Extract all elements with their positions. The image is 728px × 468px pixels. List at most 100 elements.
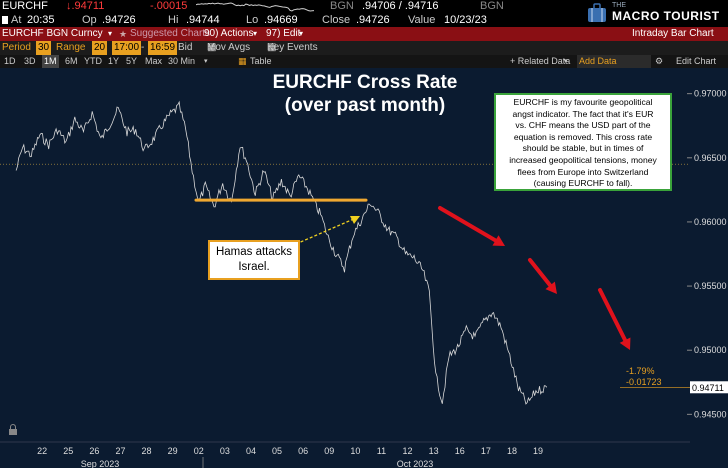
related-chevron-icon: ▾: [564, 58, 568, 65]
explanation-line: (causing EURCHF to fall).: [533, 178, 633, 189]
related-data-button[interactable]: + Related Data: [510, 56, 571, 66]
value-label: Value: [408, 14, 436, 26]
mov-avgs-label: Mov Avgs: [207, 42, 251, 53]
period-input[interactable]: 30: [36, 41, 52, 55]
price-series-line: [15, 100, 548, 405]
range-button-3d[interactable]: 3D: [24, 56, 36, 66]
chart-title: EURCHF Cross Rate (over past month): [270, 71, 460, 117]
lock-icon[interactable]: [9, 424, 17, 436]
suggested-charts-icon: ★: [119, 29, 128, 39]
price-chart: 0.97000 0.96500 0.96000 0.95500 0.95000 0.945…: [0, 89, 728, 468]
x-tick-label: 06: [298, 446, 308, 456]
pct-change: -1.79%: [626, 366, 655, 376]
table-button[interactable]: Table: [250, 56, 272, 66]
source-label: BGN: [330, 0, 354, 12]
explanation-line: angst indicator. The fact that it's EUR: [512, 108, 654, 119]
range-bar: 30 Min ▾ ▦ Table + Related Data ▾ Add Da…: [0, 55, 728, 68]
x-tick-label: 18: [507, 446, 517, 456]
abs-change: -0.01723: [626, 377, 662, 387]
dropdown-icon[interactable]: ▾: [108, 29, 113, 38]
hamas-callout: Hamas attacks Israel.: [208, 240, 300, 280]
x-tick-label: 11: [377, 446, 386, 456]
y-tick-label: 0.96000: [694, 217, 727, 227]
last-value-label: 0.94711: [692, 383, 724, 393]
low-value: .94669: [264, 14, 298, 26]
range-button-6m[interactable]: 6M: [65, 56, 78, 66]
y-tick-label: 0.94500: [694, 409, 727, 419]
controls-bar: Period 30 Range 20 17:00 - 16:59 Bid ▦ M…: [0, 41, 728, 55]
ticker-symbol[interactable]: EURCHF: [2, 0, 48, 12]
high-label: Hi: [168, 14, 179, 26]
stats-bar: At 20:35 Op .94726 Hi .94744 Lo .94669 C…: [0, 13, 728, 27]
x-tick-label: 16: [455, 446, 465, 456]
value-date: 10/23/23: [444, 14, 487, 26]
logo-name: MACRO TOURIST: [612, 9, 720, 23]
range-button-ytd[interactable]: YTD: [84, 56, 102, 66]
trend-arrow-3: [598, 288, 631, 350]
y-tick-label: 0.96500: [694, 153, 727, 163]
explanation-line: flees from Europe into Switzerland: [517, 166, 649, 177]
key-events-label: Key Events: [267, 42, 318, 53]
x-tick-label: 28: [142, 446, 152, 456]
range-input[interactable]: 20: [92, 41, 108, 55]
open-label: Op: [82, 14, 97, 26]
sparkline: [196, 2, 315, 12]
hamas-line1: Hamas attacks: [215, 246, 293, 258]
x-tick-label: 09: [324, 446, 334, 456]
settings-icon[interactable]: ⚙: [655, 56, 664, 66]
last-price: ↓.94711: [66, 0, 105, 12]
actions-menu[interactable]: 90) Actions: [204, 28, 254, 39]
low-label: Lo: [246, 14, 259, 26]
x-tick-label: 17: [481, 446, 491, 456]
suggested-charts-link[interactable]: Suggested Charts: [130, 28, 211, 39]
x-tick-label: 12: [403, 446, 413, 456]
range-button-5y[interactable]: 5Y: [126, 56, 138, 66]
y-tick-label: 0.95500: [694, 281, 727, 291]
logo-the: THE: [612, 2, 626, 9]
edit-menu[interactable]: 97) Edit: [266, 28, 301, 39]
x-tick-label: 02: [194, 446, 204, 456]
x-month-label: Oct 2023: [397, 459, 434, 468]
range-button-1y[interactable]: 1Y: [108, 56, 120, 66]
chart-title-line2: (over past month): [284, 95, 446, 116]
add-data-input[interactable]: Add Data: [577, 55, 651, 68]
macro-tourist-logo: THE MACRO TOURIST: [584, 0, 728, 27]
time-from-input[interactable]: 17:00: [112, 41, 142, 55]
range-button-max[interactable]: Max: [145, 56, 163, 66]
period-label: Period: [2, 42, 31, 53]
interval-select[interactable]: 30 Min: [168, 56, 196, 66]
x-tick-label: 19: [533, 446, 543, 456]
change-readout: -1.79% -0.01723: [626, 366, 662, 388]
bid-select[interactable]: Bid: [178, 42, 193, 53]
explanation-line: increased geopolitical tensions, money: [509, 154, 657, 165]
time-separator: -: [141, 42, 145, 53]
range-button-1m[interactable]: 1M: [42, 55, 59, 68]
x-tick-label: 03: [220, 446, 230, 456]
edit-chevron-icon: ▾: [299, 29, 304, 38]
trend-arrow-2: [528, 258, 557, 294]
hamas-pointer-arrowhead: [350, 216, 360, 224]
x-tick-label: 04: [246, 446, 256, 456]
security-field[interactable]: EURCHF BGN Curncy: [2, 28, 103, 39]
source-label-2: BGN: [480, 0, 504, 12]
at-label: At: [11, 14, 22, 26]
trend-arrow-1: [438, 206, 505, 246]
key-events-icon: ▦: [267, 42, 277, 53]
chart-title-line1: EURCHF Cross Rate: [272, 72, 458, 93]
range-label: Range: [56, 42, 86, 53]
hamas-line2: Israel.: [238, 261, 270, 273]
interval-chevron-icon: ▾: [204, 58, 208, 65]
edit-chart-button[interactable]: Edit Chart: [676, 56, 717, 66]
explanation-line: vs. CHF means the USD part of the: [515, 120, 651, 131]
x-tick-label: 13: [429, 446, 439, 456]
range-button-1d[interactable]: 1D: [4, 56, 16, 66]
close-value: .94726: [356, 14, 390, 26]
title-bar: EURCHF BGN Curncy ▾ ★ Suggested Charts 9…: [0, 27, 728, 41]
x-tick-label: 25: [63, 446, 73, 456]
time-to-input[interactable]: 16:59: [148, 41, 178, 55]
x-tick-label: 22: [37, 446, 47, 456]
chart-area[interactable]: 0.97000 0.96500 0.96000 0.95500 0.95000 0.945…: [0, 68, 728, 468]
chart-type-title: Intraday Bar Chart: [632, 28, 714, 39]
x-tick-label: 26: [89, 446, 99, 456]
x-tick-label: 29: [168, 446, 178, 456]
